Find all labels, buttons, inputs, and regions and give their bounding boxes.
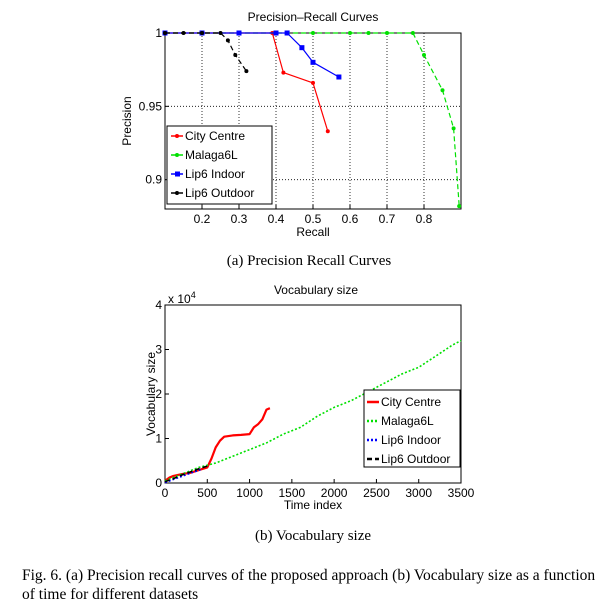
- a-series-1-point-11: [451, 126, 456, 131]
- b-legend-label-1: Malaga6L: [381, 414, 434, 428]
- chart-b-series: [164, 339, 462, 484]
- chart-b-y-exponent-base: x 10: [168, 292, 191, 306]
- a-legend-label-0: City Centre: [185, 129, 245, 143]
- a-series-0-point-5: [311, 80, 315, 85]
- b-ytick-label-1: 1: [155, 432, 162, 446]
- a-legend-label-1: Malaga6L: [185, 148, 238, 162]
- b-ytick-label-0: 0: [155, 476, 162, 490]
- a-series-1-point-9: [422, 53, 426, 57]
- a-series-1-point-5: [348, 31, 352, 35]
- precision-recall-chart: Precision–Recall Curves 0.2 0.3 0.4 0.5 0.6 0…: [120, 10, 462, 269]
- chart-a-ylabel: Precision: [120, 96, 134, 145]
- b-xtick-label-7: 3500: [448, 486, 475, 500]
- a-legend-label-3: Lip6 Outdoor: [185, 186, 254, 200]
- caption-a: (a) Precision Recall Curves: [227, 253, 392, 269]
- a-series-3-point-1: [181, 31, 186, 35]
- b-series-line-1: [164, 339, 462, 482]
- a-series-3-point-0: [163, 31, 167, 35]
- b-xtick-label-1: 500: [197, 486, 217, 500]
- chart-a-legend-box: [166, 125, 273, 205]
- a-series-0-point-4: [281, 70, 286, 75]
- a-ytick-label-0: 0.9: [145, 173, 162, 187]
- chart-a-title: Precision–Recall Curves: [248, 10, 379, 24]
- a-series-2-point-6: [310, 59, 316, 65]
- a-ytick-label-1: 0.95: [139, 99, 163, 113]
- a-series-2-point-7: [336, 74, 342, 80]
- chart-a-x-ticks: 0.2 0.3 0.4 0.5 0.6 0.7 0.8: [194, 205, 433, 226]
- a-legend-marker-3: [175, 191, 179, 195]
- a-series-3-point-2: [200, 31, 204, 35]
- a-series-3-point-4: [225, 38, 230, 43]
- caption-b: (b) Vocabulary size: [255, 528, 371, 544]
- chart-b-title: Vocabulary size: [274, 283, 358, 297]
- chart-b-y-exponent-power: 4: [191, 290, 196, 300]
- a-legend-marker-1: [175, 153, 179, 157]
- b-xtick-label-3: 1500: [279, 486, 306, 500]
- chart-a-xlabel: Recall: [296, 225, 329, 239]
- chart-b-y-ticks: 0 1 2 3 4: [155, 298, 169, 490]
- chart-b-legend-box: [363, 389, 461, 468]
- vocabulary-size-chart: Vocabulary size x 104 0 500 1000 1500 2000 25…: [144, 283, 475, 544]
- a-series-1-point-7: [385, 31, 389, 35]
- a-series-2-point-2: [236, 30, 242, 36]
- b-ytick-label-3: 3: [155, 343, 162, 357]
- a-legend-label-2: Lip6 Indoor: [185, 167, 245, 181]
- chart-b-ylabel: Vocabulary size: [144, 352, 158, 436]
- b-xtick-label-6: 3000: [405, 486, 432, 500]
- a-xtick-label-1: 0.3: [231, 212, 248, 226]
- b-xtick-label-0: 0: [162, 486, 169, 500]
- a-series-3-point-3: [218, 31, 223, 35]
- chart-a-legend: City Centre Malaga6L Lip6 Indoor Lip6 Outdo…: [166, 125, 273, 205]
- a-series-1-point-12: [457, 204, 462, 209]
- chart-b-xlabel: Time index: [284, 498, 342, 512]
- a-series-1-point-8: [410, 31, 415, 35]
- b-series-line-0: [164, 407, 271, 482]
- b-ytick-label-4: 4: [155, 298, 162, 312]
- a-xtick-label-4: 0.6: [342, 212, 359, 226]
- chart-b-legend: City Centre Malaga6L Lip6 Indoor Lip6 Outdo…: [363, 389, 461, 468]
- a-legend-marker-2: [175, 171, 180, 177]
- b-legend-label-0: City Centre: [381, 395, 441, 409]
- b-xtick-label-2: 1000: [236, 486, 263, 500]
- a-series-1-point-6: [366, 31, 371, 35]
- a-series-1-point-10: [440, 88, 445, 93]
- a-xtick-label-3: 0.5: [305, 212, 322, 226]
- chart-a-series: [162, 30, 462, 209]
- b-xtick-label-5: 2500: [363, 486, 390, 500]
- a-ytick-label-2: 1: [155, 26, 162, 40]
- a-series-2-point-3: [273, 30, 279, 36]
- b-xtick-label-4: 2000: [321, 486, 348, 500]
- a-xtick-label-5: 0.7: [379, 212, 396, 226]
- a-series-3-point-6: [244, 69, 249, 74]
- a-xtick-label-0: 0.2: [194, 212, 211, 226]
- a-xtick-label-2: 0.4: [268, 212, 285, 226]
- figure-caption: Fig. 6. (a) Precision recall curves of t…: [22, 567, 596, 603]
- a-series-3-point-5: [233, 53, 238, 57]
- a-xtick-label-6: 0.8: [416, 212, 433, 226]
- a-legend-marker-0: [175, 134, 179, 138]
- chart-b-y-exponent: x 104: [168, 290, 196, 306]
- a-series-0-point-6: [325, 129, 330, 134]
- b-legend-label-2: Lip6 Indoor: [381, 433, 441, 447]
- b-legend-label-3: Lip6 Outdoor: [381, 452, 450, 466]
- a-series-2-point-4: [284, 30, 290, 36]
- a-series-2-point-5: [299, 45, 305, 51]
- a-series-1-point-4: [311, 31, 315, 35]
- b-ytick-label-2: 2: [155, 387, 162, 401]
